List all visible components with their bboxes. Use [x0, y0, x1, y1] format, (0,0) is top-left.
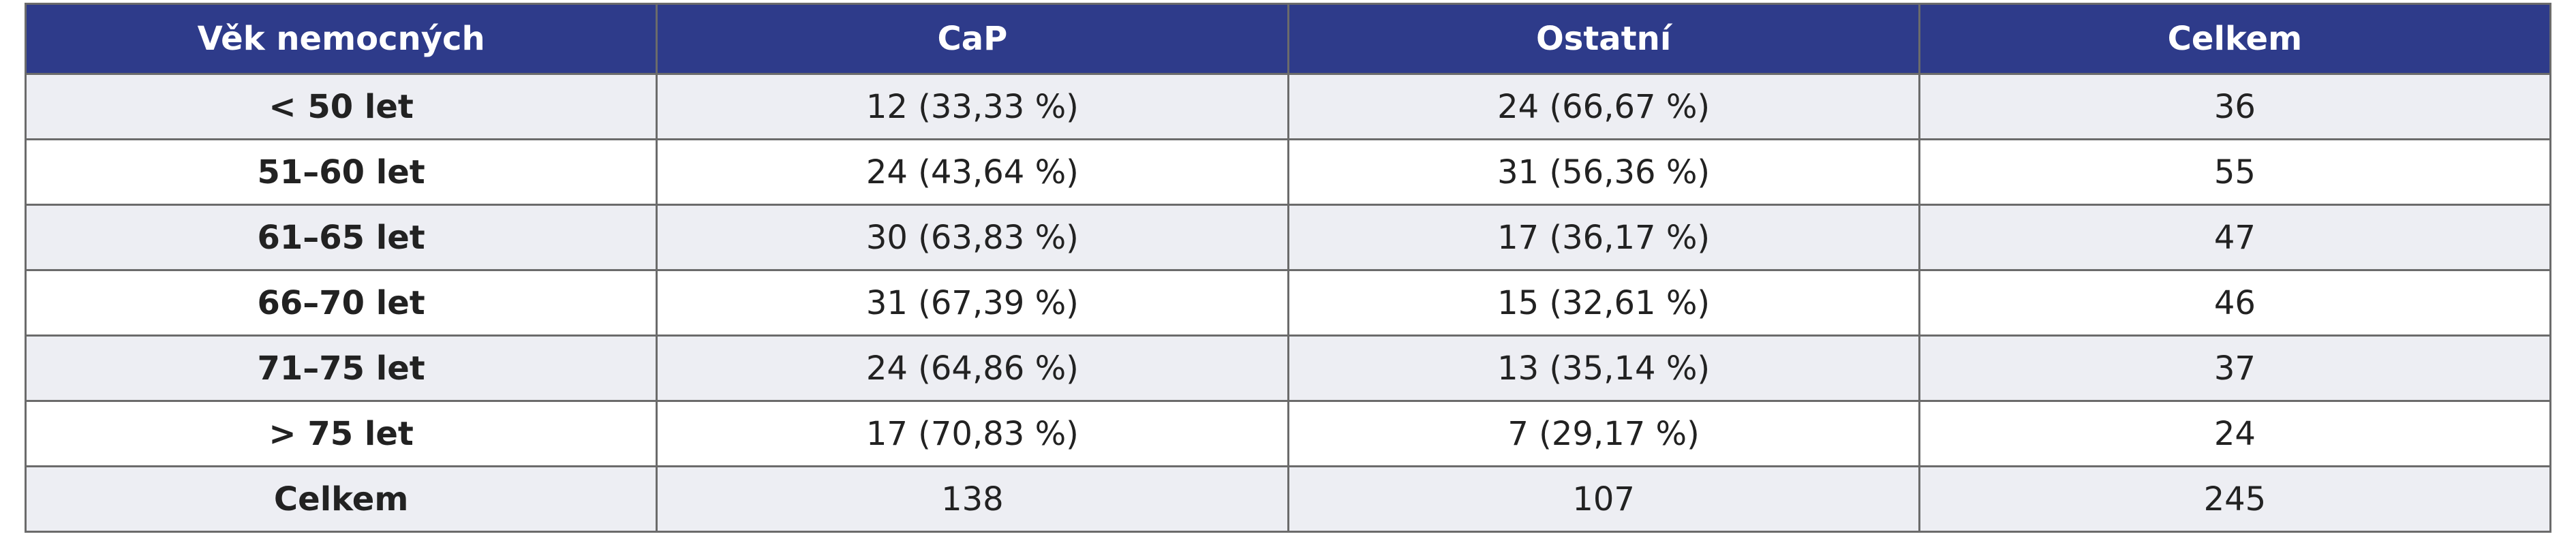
table-cell: 55 — [1918, 138, 2552, 206]
table-cell: 24 (43,64 %) — [656, 138, 1289, 206]
row-label: > 75 let — [24, 400, 658, 467]
row-label: 61–65 let — [24, 204, 658, 271]
table-cell: 24 (66,67 %) — [1287, 73, 1920, 140]
table-cell: 37 — [1918, 334, 2552, 402]
table-row: 61–65 let 30 (63,83 %) 17 (36,17 %) 47 — [24, 204, 2552, 271]
table-cell: 13 (35,14 %) — [1287, 334, 1920, 402]
table-header: Věk nemocných CaP Ostatní Celkem — [24, 3, 2552, 75]
table-row: Celkem 138 107 245 — [24, 465, 2552, 533]
header-row: Věk nemocných CaP Ostatní Celkem — [24, 3, 2552, 75]
table-cell: 24 — [1918, 400, 2552, 467]
row-label: Celkem — [24, 465, 658, 533]
table-cell: 31 (56,36 %) — [1287, 138, 1920, 206]
row-label: 51–60 let — [24, 138, 658, 206]
header-cell: Ostatní — [1287, 3, 1920, 75]
table-cell: 17 (36,17 %) — [1287, 204, 1920, 271]
table-cell: 46 — [1918, 269, 2552, 337]
table-cell: 107 — [1287, 465, 1920, 533]
table-cell: 31 (67,39 %) — [656, 269, 1289, 337]
header-cell: Věk nemocných — [24, 3, 658, 75]
table-row: > 75 let 17 (70,83 %) 7 (29,17 %) 24 — [24, 400, 2552, 467]
header-cell: Celkem — [1918, 3, 2552, 75]
table-cell: 30 (63,83 %) — [656, 204, 1289, 271]
table-cell: 47 — [1918, 204, 2552, 271]
table-body: < 50 let 12 (33,33 %) 24 (66,67 %) 36 51–60 … — [24, 73, 2552, 533]
table-cell: 36 — [1918, 73, 2552, 140]
row-label: 66–70 let — [24, 269, 658, 337]
table-row: 71–75 let 24 (64,86 %) 13 (35,14 %) 37 — [24, 334, 2552, 402]
table-cell: 138 — [656, 465, 1289, 533]
table-cell: 12 (33,33 %) — [656, 73, 1289, 140]
row-label: < 50 let — [24, 73, 658, 140]
table-cell: 15 (32,61 %) — [1287, 269, 1920, 337]
table-cell: 245 — [1918, 465, 2552, 533]
table-cell: 24 (64,86 %) — [656, 334, 1289, 402]
table-row: 66–70 let 31 (67,39 %) 15 (32,61 %) 46 — [24, 269, 2552, 337]
table-cell: 17 (70,83 %) — [656, 400, 1289, 467]
table-row: < 50 let 12 (33,33 %) 24 (66,67 %) 36 — [24, 73, 2552, 140]
table-cell: 7 (29,17 %) — [1287, 400, 1920, 467]
row-label: 71–75 let — [24, 334, 658, 402]
header-cell: CaP — [656, 3, 1289, 75]
age-table: Věk nemocných CaP Ostatní Celkem < 50 let 12… — [24, 3, 2552, 533]
table-row: 51–60 let 24 (43,64 %) 31 (56,36 %) 55 — [24, 138, 2552, 206]
